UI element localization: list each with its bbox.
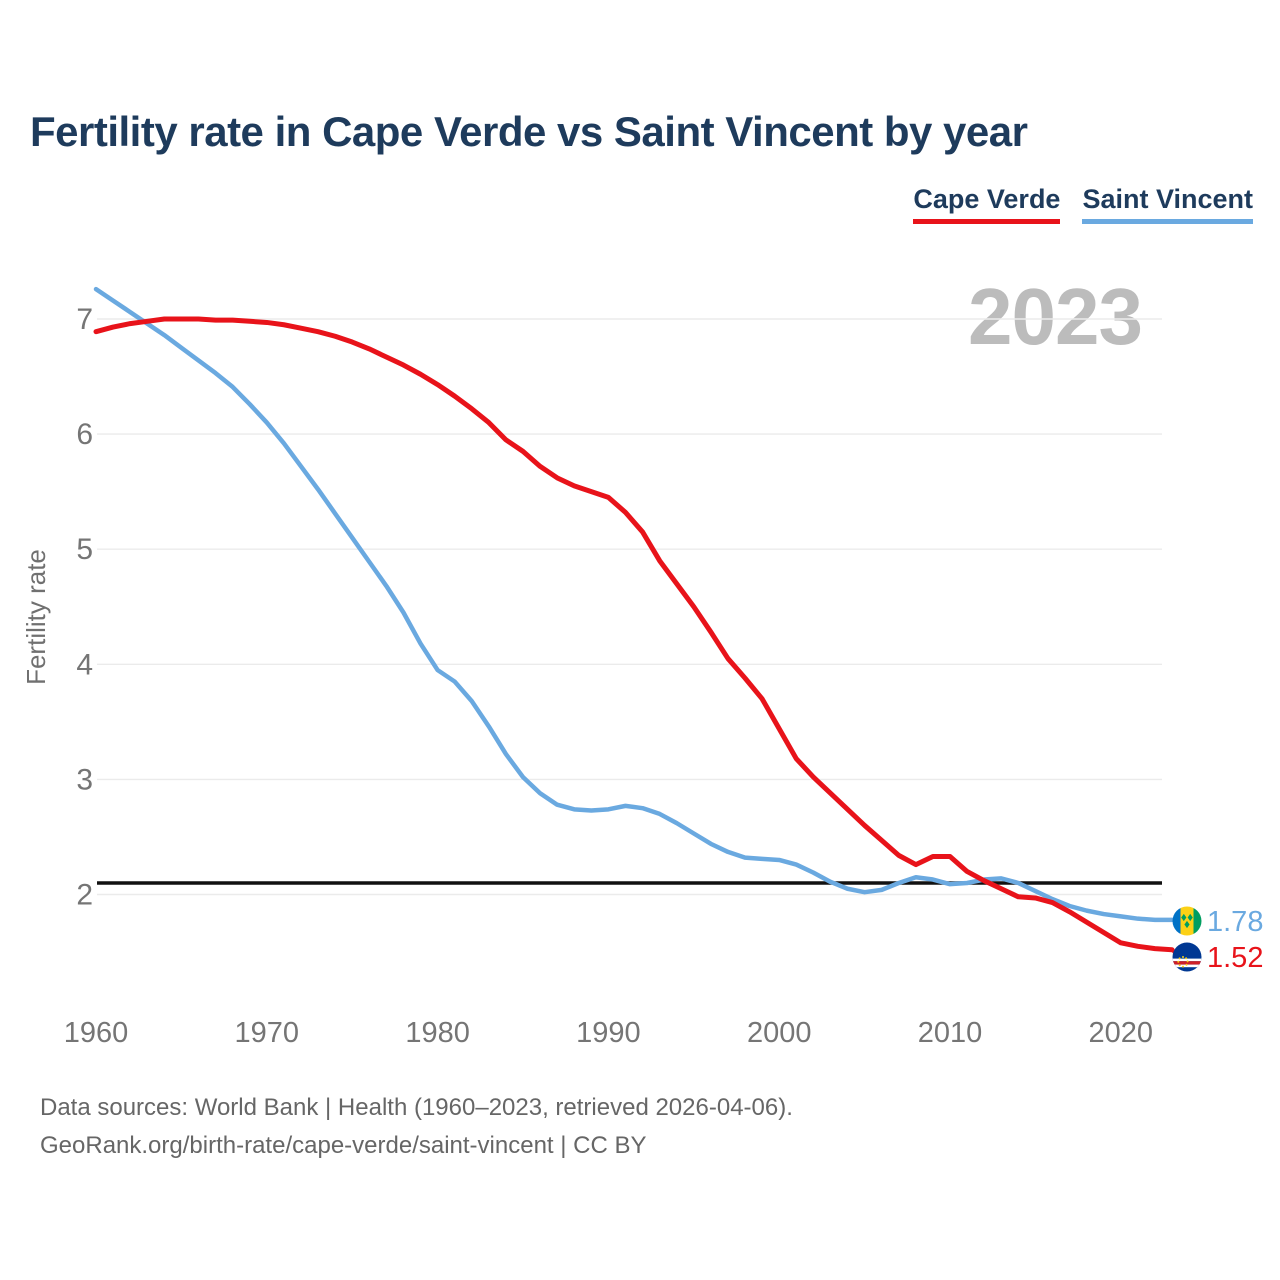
y-tick-label: 4: [76, 648, 93, 681]
x-tick-label: 1990: [576, 1017, 641, 1049]
legend: Cape Verde Saint Vincent: [913, 184, 1253, 224]
page-title: Fertility rate in Cape Verde vs Saint Vi…: [30, 108, 1028, 155]
y-tick-label: 3: [76, 763, 93, 796]
cape-verde-flag-icon: [1172, 942, 1202, 972]
cape-verde-line[interactable]: [93, 316, 1175, 953]
legend-label-saint-vincent: Saint Vincent: [1082, 184, 1253, 214]
x-tick-label: 1970: [235, 1017, 300, 1049]
x-tick-label: 1980: [405, 1017, 470, 1049]
footer: Data sources: World Bank | Health (1960–…: [40, 1089, 793, 1165]
x-tick-label: 2010: [918, 1017, 983, 1049]
y-tick-label: 5: [76, 533, 93, 566]
y-axis-title: Fertility rate: [21, 549, 51, 685]
y-tick-label: 7: [76, 303, 93, 336]
x-tick-label: 2000: [747, 1017, 812, 1049]
x-tick-label: 2020: [1089, 1017, 1154, 1049]
cape-verde-end-value: 1.52: [1207, 942, 1263, 974]
legend-item-saint-vincent[interactable]: Saint Vincent: [1082, 184, 1253, 224]
legend-label-cape-verde: Cape Verde: [913, 184, 1061, 214]
y-tick-label: 2: [76, 879, 93, 912]
saint-vincent-flag-icon: [1172, 906, 1202, 936]
legend-item-cape-verde[interactable]: Cape Verde: [913, 184, 1061, 224]
saint-vincent-line[interactable]: [93, 286, 1175, 923]
footer-data-sources: Data sources: World Bank | Health (1960–…: [40, 1094, 793, 1121]
x-tick-label: 1960: [64, 1017, 129, 1049]
watermark-year: 2023: [968, 272, 1142, 361]
saint-vincent-end-value: 1.78: [1207, 906, 1263, 938]
cape-verde-flag-stars: [1177, 956, 1189, 968]
footer-attribution-link: GeoRank.org/birth-rate/cape-verde/saint-…: [40, 1132, 647, 1159]
y-tick-label: 6: [76, 418, 93, 451]
